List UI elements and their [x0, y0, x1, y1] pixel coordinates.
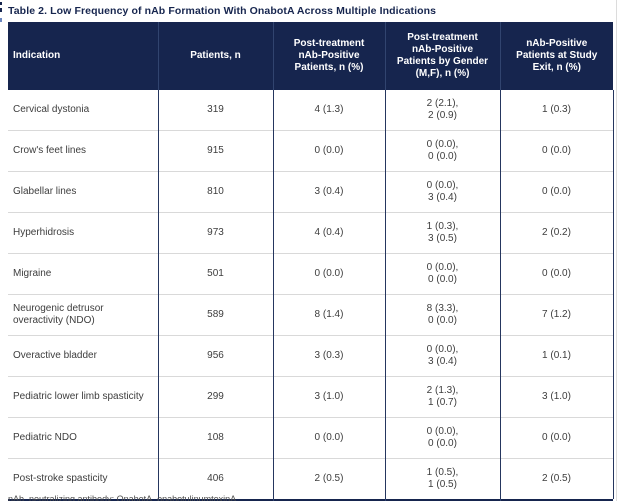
table-row: Migraine 501 0 (0.0) 0 (0.0), 0 (0.0) 0 …: [8, 253, 614, 295]
post-treatment-cell: 0 (0.0): [272, 130, 385, 172]
gender-cell: 0 (0.0), 0 (0.0): [384, 417, 500, 459]
post-treatment-cell: 0 (0.0): [272, 253, 385, 295]
indication-cell: Hyperhidrosis: [8, 212, 158, 254]
patients-cell: 299: [157, 376, 273, 418]
patients-cell: 406: [157, 458, 273, 499]
patients-cell: 915: [157, 130, 273, 172]
post-treatment-cell: 4 (1.3): [272, 90, 385, 131]
clipped-bullet-icon: [0, 8, 2, 12]
indication-cell: Pediatric lower limb spasticity: [8, 376, 158, 418]
col-header-patients: Patients, n: [157, 22, 273, 90]
total-label-cell: TOTAL: [8, 499, 158, 501]
post-treatment-cell: 3 (0.3): [272, 335, 385, 377]
table-row: Crow's feet lines 915 0 (0.0) 0 (0.0), 0…: [8, 130, 614, 172]
indication-cell: Migraine: [8, 253, 158, 295]
indication-cell: Cervical dystonia: [8, 90, 158, 131]
post-treatment-cell: 3 (1.0): [272, 376, 385, 418]
total-patients-cell: 5876: [157, 499, 273, 501]
study-exit-cell: 1 (0.3): [499, 90, 614, 131]
patients-cell: 319: [157, 90, 273, 131]
patients-cell: 589: [157, 294, 273, 336]
indication-cell: Crow's feet lines: [8, 130, 158, 172]
study-exit-cell: 2 (0.2): [499, 212, 614, 254]
table-row: Neurogenic detrusor overactivity (NDO) 5…: [8, 294, 614, 336]
header-row: Indication Patients, n Post-treatment nA…: [8, 22, 613, 90]
indication-cell: Overactive bladder: [8, 335, 158, 377]
study-exit-cell: 2 (0.5): [499, 458, 614, 499]
table-row: Overactive bladder 956 3 (0.3) 0 (0.0), …: [8, 335, 614, 377]
gender-cell: 8 (3.3), 0 (0.0): [384, 294, 500, 336]
table-row: Post-stroke spasticity 406 2 (0.5) 1 (0.…: [8, 458, 614, 499]
patients-cell: 108: [157, 417, 273, 459]
total-row: TOTAL 5876 27 (0.5% of total) M 14 (0.9)…: [8, 499, 613, 501]
nab-formation-table: Indication Patients, n Post-treatment nA…: [8, 22, 614, 501]
study-exit-cell: 7 (1.2): [499, 294, 614, 336]
total-gender-cell: M 14 (0.9), F 13 (0.3): [384, 499, 500, 501]
post-treatment-cell: 0 (0.0): [272, 417, 385, 459]
clipped-bullet-icon: [0, 18, 2, 22]
gender-cell: 0 (0.0), 0 (0.0): [384, 130, 500, 172]
col-header-post-treatment-nab-positive: Post-treatment nAb-Positive Patients, n …: [272, 22, 385, 90]
study-exit-cell: 0 (0.0): [499, 171, 614, 213]
study-exit-cell: 0 (0.0): [499, 417, 614, 459]
study-exit-cell: 1 (0.1): [499, 335, 614, 377]
study-exit-cell: 0 (0.0): [499, 130, 614, 172]
table-footnote: nAb, neutralizing antibody; OnabotA, ona…: [8, 494, 239, 501]
patients-cell: 956: [157, 335, 273, 377]
gender-cell: 0 (0.0), 3 (0.4): [384, 335, 500, 377]
table-row: Glabellar lines 810 3 (0.4) 0 (0.0), 3 (…: [8, 171, 614, 213]
table-row: Hyperhidrosis 973 4 (0.4) 1 (0.3), 3 (0.…: [8, 212, 614, 254]
study-exit-cell: 0 (0.0): [499, 253, 614, 295]
gender-cell: 0 (0.0), 0 (0.0): [384, 253, 500, 295]
col-header-indication: Indication: [8, 22, 158, 90]
indication-cell: Pediatric NDO: [8, 417, 158, 459]
clipped-bullet-icon: [0, 2, 2, 5]
table-row: Cervical dystonia 319 4 (1.3) 2 (2.1), 2…: [8, 90, 614, 131]
indication-cell: Neurogenic detrusor overactivity (NDO): [8, 294, 158, 336]
patients-cell: 501: [157, 253, 273, 295]
post-treatment-cell: 2 (0.5): [272, 458, 385, 499]
table-title: Table 2. Low Frequency of nAb Formation …: [8, 5, 437, 17]
study-exit-cell: 3 (1.0): [499, 376, 614, 418]
gender-cell: 0 (0.0), 3 (0.4): [384, 171, 500, 213]
table-row: Pediatric lower limb spasticity 299 3 (1…: [8, 376, 614, 418]
gender-cell: 2 (2.1), 2 (0.9): [384, 90, 500, 131]
page-column-rule: [616, 0, 617, 501]
indication-cell: Glabellar lines: [8, 171, 158, 213]
gender-cell: 2 (1.3), 1 (0.7): [384, 376, 500, 418]
post-treatment-cell: 8 (1.4): [272, 294, 385, 336]
patients-cell: 973: [157, 212, 273, 254]
gender-cell: 1 (0.3), 3 (0.5): [384, 212, 500, 254]
post-treatment-cell: 3 (0.4): [272, 171, 385, 213]
patients-cell: 810: [157, 171, 273, 213]
post-treatment-cell: 4 (0.4): [272, 212, 385, 254]
indication-cell: Post-stroke spasticity: [8, 458, 158, 499]
gender-cell: 1 (0.5), 1 (0.5): [384, 458, 500, 499]
total-post-treatment-cell: 27 (0.5% of total): [272, 499, 385, 501]
total-study-exit-cell: 16 (0.3% of total): [499, 499, 613, 501]
col-header-nab-positive-by-gender: Post-treatment nAb-Positive Patients by …: [384, 22, 500, 90]
table-row: Pediatric NDO 108 0 (0.0) 0 (0.0), 0 (0.…: [8, 417, 614, 459]
col-header-nab-positive-study-exit: nAb-Positive Patients at Study Exit, n (…: [499, 22, 613, 90]
